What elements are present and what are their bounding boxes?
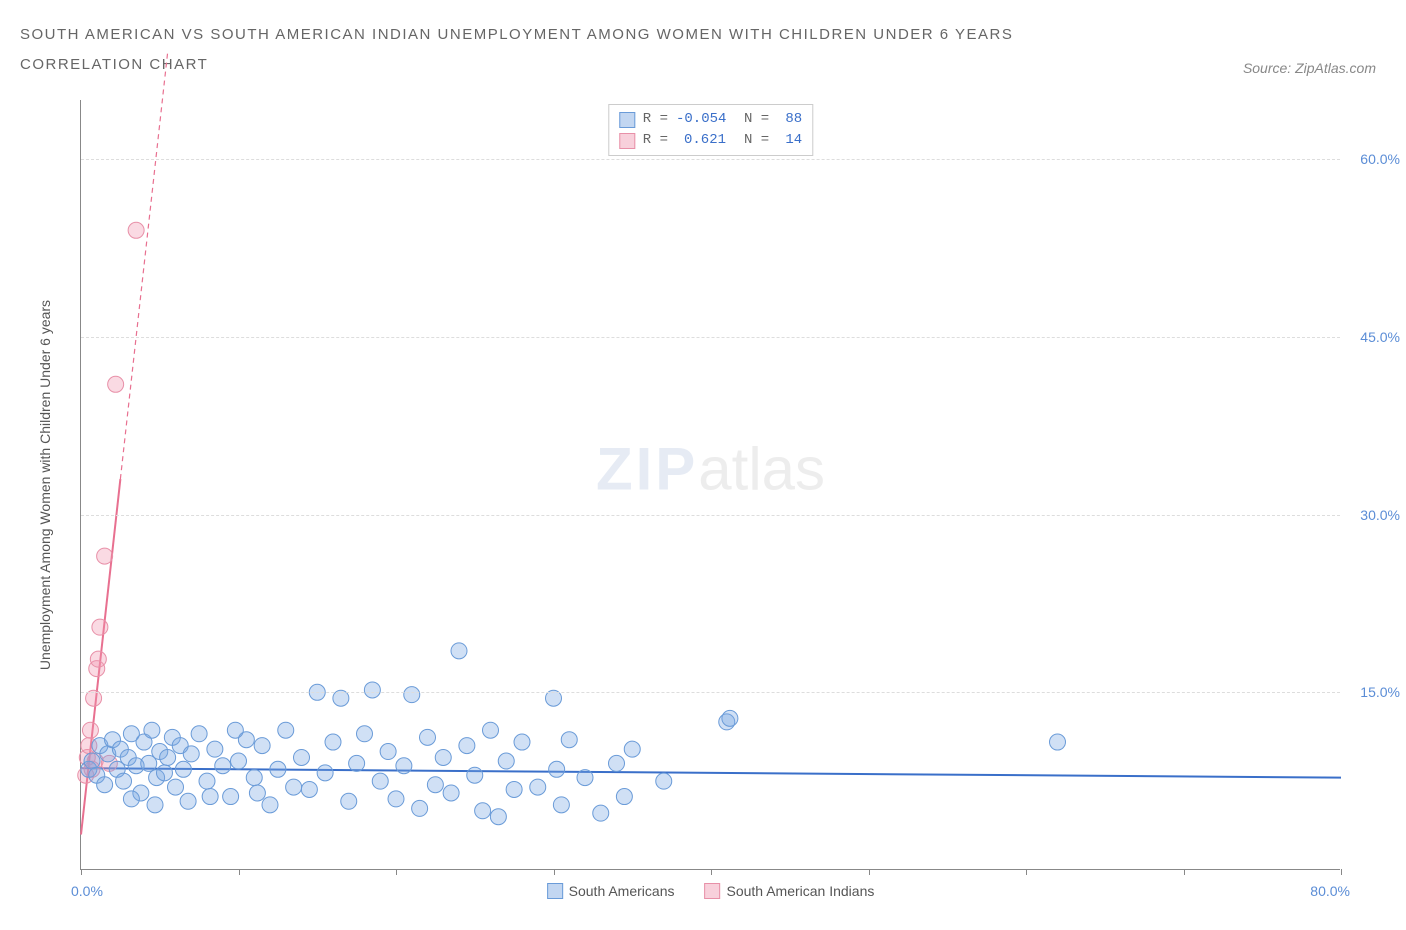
legend: South Americans South American Indians bbox=[547, 883, 875, 899]
legend-item-series2: South American Indians bbox=[704, 883, 874, 899]
r-value-2: 0.621 bbox=[676, 130, 726, 151]
gridline bbox=[81, 692, 1340, 693]
r-label-2: R = bbox=[643, 130, 668, 151]
title-line-2: CORRELATION CHART bbox=[20, 50, 1013, 80]
n-label-2: N = bbox=[744, 130, 769, 151]
x-tick bbox=[869, 869, 870, 875]
plot-area: ZIPatlas R = -0.054 N = 88 R = 0.621 N =… bbox=[80, 100, 1340, 870]
x-tick bbox=[711, 869, 712, 875]
plot-svg bbox=[81, 100, 1341, 870]
stats-row-series1: R = -0.054 N = 88 bbox=[619, 109, 802, 130]
x-tick bbox=[1026, 869, 1027, 875]
n-value-2: 14 bbox=[777, 130, 802, 151]
y-tick-label: 60.0% bbox=[1360, 151, 1400, 167]
n-label-1: N = bbox=[744, 109, 769, 130]
gridline bbox=[81, 337, 1340, 338]
x-tick bbox=[239, 869, 240, 875]
n-value-1: 88 bbox=[777, 109, 802, 130]
x-tick bbox=[396, 869, 397, 875]
x-tick bbox=[1341, 869, 1342, 875]
stats-row-series2: R = 0.621 N = 14 bbox=[619, 130, 802, 151]
y-tick-label: 15.0% bbox=[1360, 684, 1400, 700]
legend-swatch-pink bbox=[704, 883, 720, 899]
source-attribution: Source: ZipAtlas.com bbox=[1243, 60, 1376, 76]
chart-container: Unemployment Among Women with Children U… bbox=[60, 100, 1380, 870]
stats-swatch-pink bbox=[619, 133, 635, 149]
x-axis-end-label: 80.0% bbox=[1310, 883, 1350, 899]
gridline bbox=[81, 159, 1340, 160]
y-axis-label: Unemployment Among Women with Children U… bbox=[37, 300, 53, 670]
chart-title-block: SOUTH AMERICAN VS SOUTH AMERICAN INDIAN … bbox=[20, 20, 1013, 80]
gridline bbox=[81, 515, 1340, 516]
r-label-1: R = bbox=[643, 109, 668, 130]
source-prefix: Source: bbox=[1243, 60, 1295, 76]
x-axis-start-label: 0.0% bbox=[71, 883, 103, 899]
x-tick bbox=[81, 869, 82, 875]
source-name: ZipAtlas.com bbox=[1295, 60, 1376, 76]
legend-swatch-blue bbox=[547, 883, 563, 899]
legend-label-1: South Americans bbox=[569, 883, 675, 899]
stats-swatch-blue bbox=[619, 112, 635, 128]
x-tick bbox=[1184, 869, 1185, 875]
legend-item-series1: South Americans bbox=[547, 883, 675, 899]
x-tick bbox=[554, 869, 555, 875]
legend-label-2: South American Indians bbox=[726, 883, 874, 899]
r-value-1: -0.054 bbox=[676, 109, 726, 130]
y-tick-label: 30.0% bbox=[1360, 507, 1400, 523]
correlation-stats-box: R = -0.054 N = 88 R = 0.621 N = 14 bbox=[608, 104, 813, 156]
title-line-1: SOUTH AMERICAN VS SOUTH AMERICAN INDIAN … bbox=[20, 20, 1013, 50]
y-tick-label: 45.0% bbox=[1360, 329, 1400, 345]
